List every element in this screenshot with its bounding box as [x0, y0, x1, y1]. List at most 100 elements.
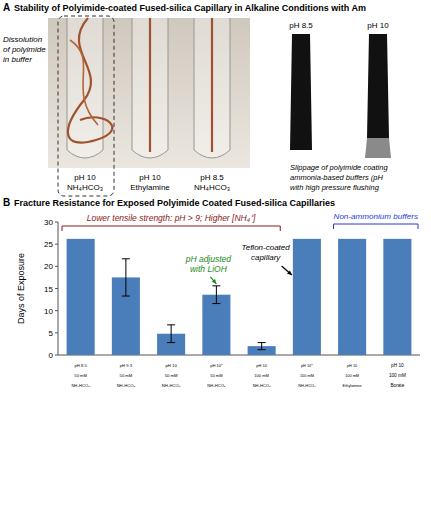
- error-stem: [171, 325, 172, 343]
- error-bar: [258, 343, 266, 350]
- error-bar: [212, 286, 220, 304]
- error-cap: [122, 258, 130, 259]
- y-axis-title: Days of Exposure: [16, 253, 26, 324]
- note-left: of polyimide: [3, 45, 46, 54]
- y-tick: [55, 288, 58, 289]
- capillary-dissolved: [68, 18, 112, 143]
- x-tick-label: pH 8.5 50 mM NH₄HCO₃: [71, 363, 90, 388]
- tube-label: NH₄HCO₃: [67, 183, 103, 192]
- y-tick: [55, 266, 58, 267]
- tube: [194, 18, 230, 158]
- x-tick-line: NH₄HCO₃: [253, 383, 271, 388]
- slipped-coating: [365, 138, 391, 158]
- error-stem: [125, 259, 126, 296]
- annotation-arrow-head: [212, 279, 217, 284]
- x-tick-label: pH 10100 mMEthylamine: [343, 364, 362, 388]
- panel-title: Stability of Polyimide-coated Fused-sili…: [14, 3, 366, 13]
- error-bar: [167, 325, 175, 343]
- annotation-line: pH adjusted: [185, 254, 232, 264]
- capillary-dissolved: [70, 40, 98, 125]
- x-tick-line: 100 mM: [389, 373, 406, 378]
- panel-letter: B: [3, 197, 10, 208]
- bar: [293, 239, 321, 355]
- annotation-line: with LiOH: [190, 264, 228, 274]
- x-tick-line: 50 mM: [165, 373, 178, 378]
- annotation: pH adjustedwith LiOH: [185, 254, 232, 274]
- x-tick-line: pH 10: [165, 363, 177, 368]
- annotation-arrow-head: [287, 270, 292, 275]
- x-tick-line: Ethylamine: [343, 384, 362, 388]
- end-label: pH 8.5: [289, 21, 313, 30]
- tube: [132, 18, 168, 158]
- y-tick-label: 10: [44, 307, 53, 316]
- x-tick-label: pH 10*50 mMNH₄HCO₃: [207, 363, 226, 388]
- panel-letter: A: [3, 2, 10, 13]
- y-tick-label: 5: [49, 329, 54, 338]
- marks: [67, 239, 412, 355]
- y-tick-label: 0: [49, 351, 54, 360]
- tube-label: Ethylamine: [130, 183, 170, 192]
- x-tick-line: NH₄HCO₃: [117, 383, 136, 388]
- bracket: [62, 226, 280, 231]
- tube-label: pH 10: [139, 173, 161, 182]
- y-tick: [55, 332, 58, 333]
- x-tick-line: NH₄HCO₃: [298, 383, 316, 388]
- y-tick-label: 15: [44, 285, 53, 294]
- x-tick-line: pH 8.5: [75, 363, 88, 368]
- y-tick-label: 25: [44, 240, 53, 249]
- error-cap: [167, 342, 175, 343]
- error-cap: [212, 303, 220, 304]
- bracket: [334, 224, 419, 229]
- photo-left: [48, 18, 250, 168]
- bar: [338, 239, 366, 355]
- x-tick-line: NH₄HCO₃: [207, 383, 226, 388]
- x-tick-line: pH 10*: [301, 363, 313, 368]
- bar: [383, 239, 411, 355]
- error-cap: [212, 285, 220, 286]
- y-tick: [55, 222, 58, 223]
- capillary: [149, 18, 151, 152]
- note-right: with high pressure flushing: [290, 183, 380, 192]
- error-cap: [122, 296, 130, 297]
- x-tick-line: 100 mM: [345, 374, 359, 378]
- x-tick-label: pH 10 100 mM Borate: [389, 363, 406, 388]
- annotation-arrow: [282, 266, 292, 275]
- figure: A Stability of Polyimide-coated Fused-sil…: [0, 0, 431, 505]
- chart-title: Fracture Resistance for Exposed Polyimid…: [14, 198, 335, 208]
- annotation: Lower tensile strength: pH > 9; Higher […: [87, 213, 256, 223]
- x-tick-label: pH 9.350 mMNH₄HCO₃: [117, 363, 136, 388]
- error-bar: [122, 259, 130, 296]
- tube-label: pH 10: [74, 173, 96, 182]
- dashed-box: [58, 16, 114, 196]
- bar: [202, 295, 230, 355]
- x-tick-line: pH 10: [256, 363, 267, 368]
- x-tick-line: NH₄HCO₃: [71, 383, 90, 388]
- annotation-arrow: [210, 277, 216, 284]
- error-cap: [167, 324, 175, 325]
- annotation-arrow-line: [210, 277, 216, 284]
- y-tick-label: 20: [44, 262, 53, 271]
- error-stem: [216, 286, 217, 304]
- tube-label: pH 8.5: [200, 173, 224, 182]
- note-right: ammonia-based buffers (pH: [290, 173, 384, 182]
- annotation-line: Teflon-coated: [242, 243, 291, 252]
- x-tick-line: Borate: [390, 383, 404, 388]
- annotation: Non-ammonium buffers: [334, 212, 418, 221]
- annotation-line: capillary: [251, 253, 281, 262]
- x-tick-line: 100 mM: [254, 373, 269, 378]
- x-tick-line: pH 10*: [210, 363, 223, 368]
- x-tick-line: 100 mM: [300, 373, 314, 378]
- x-tick-line: pH 10: [391, 363, 404, 368]
- tube-label: NH₄HCO₃: [194, 183, 230, 192]
- error-cap: [258, 349, 266, 350]
- end-label: pH 10: [367, 21, 389, 30]
- capillary-end: [367, 34, 389, 138]
- y-tick-label: 30: [44, 218, 53, 227]
- annotation: Teflon-coatedcapillary: [242, 243, 291, 262]
- x-tick-line: NH₄HCO₃: [162, 383, 181, 388]
- note-left: in buffer: [3, 55, 32, 64]
- bar: [67, 239, 95, 355]
- annotation-arrow-line: [282, 266, 292, 275]
- x-tick-label: pH 10 100 mM NH₄HCO₃: [253, 363, 271, 388]
- x-tick-line: 50 mM: [74, 373, 87, 378]
